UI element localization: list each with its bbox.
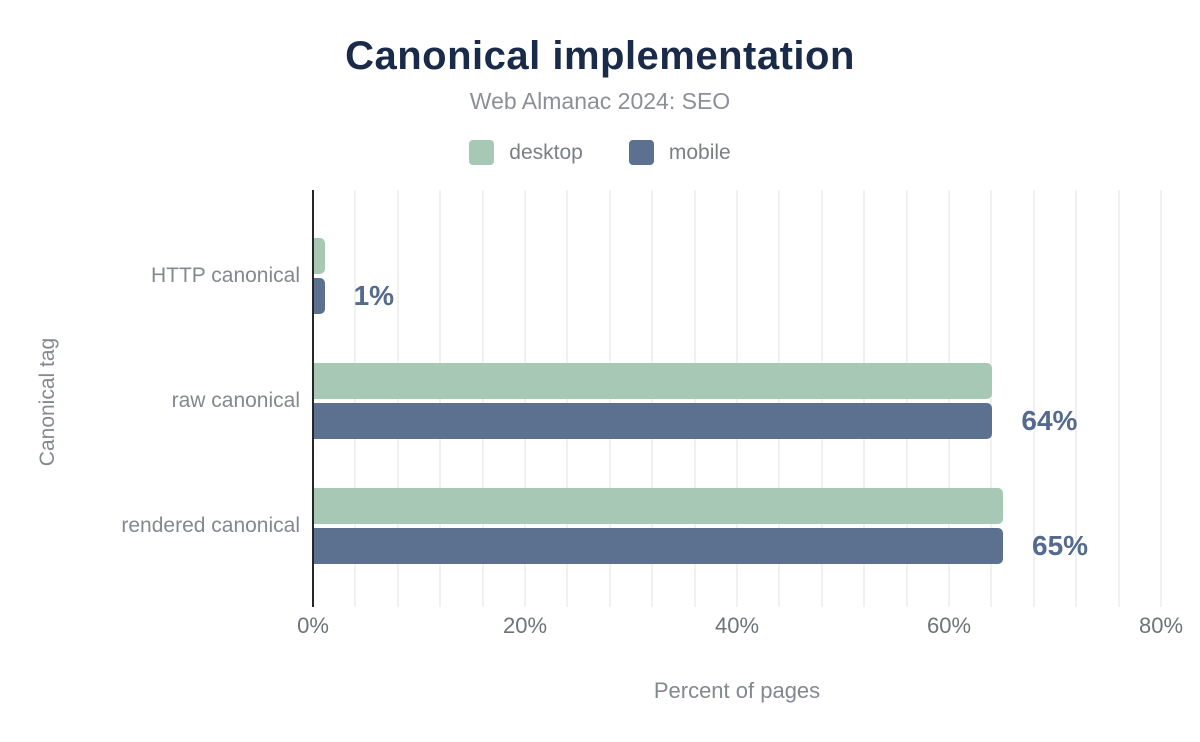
value-label: 1% [353,280,395,311]
x-axis-title: Percent of pages [653,678,821,703]
value-label: 65% [1032,530,1089,561]
mobile-series-swatch-icon [628,140,654,165]
y-axis-line [312,190,314,607]
x-tick-label: 0% [297,613,329,638]
gridline [1160,190,1162,607]
bar-desktop [314,363,993,399]
x-tick-label: 40% [714,613,760,638]
chart-title: Canonical implementation [345,34,855,78]
category-label: rendered canonical [121,514,300,537]
value-label: 64% [1021,405,1078,436]
bar-mobile [314,278,325,314]
gridline [990,190,993,607]
gridline [1117,190,1120,607]
x-tick-label: 20% [502,613,548,638]
legend-item-desktop[interactable]: desktop [469,140,583,165]
bar-desktop [314,238,325,274]
legend-label-desktop: desktop [509,140,583,164]
bar-desktop [314,488,1003,524]
gridline [1075,190,1078,607]
legend: desktop mobile [0,140,1200,165]
x-tick-label: 60% [926,613,972,638]
bar-mobile [314,403,993,439]
gridline [1032,190,1035,607]
legend-label-mobile: mobile [668,140,731,164]
chart-subtitle: Web Almanac 2024: SEO [469,88,731,114]
x-tick-label: 80% [1138,613,1184,638]
legend-item-mobile[interactable]: mobile [628,140,731,165]
desktop-series-swatch-icon [469,140,495,165]
y-axis-title: Canonical tag [36,337,59,466]
category-label: raw canonical [171,389,300,412]
bar-mobile [314,528,1003,564]
category-label: HTTP canonical [150,264,300,287]
